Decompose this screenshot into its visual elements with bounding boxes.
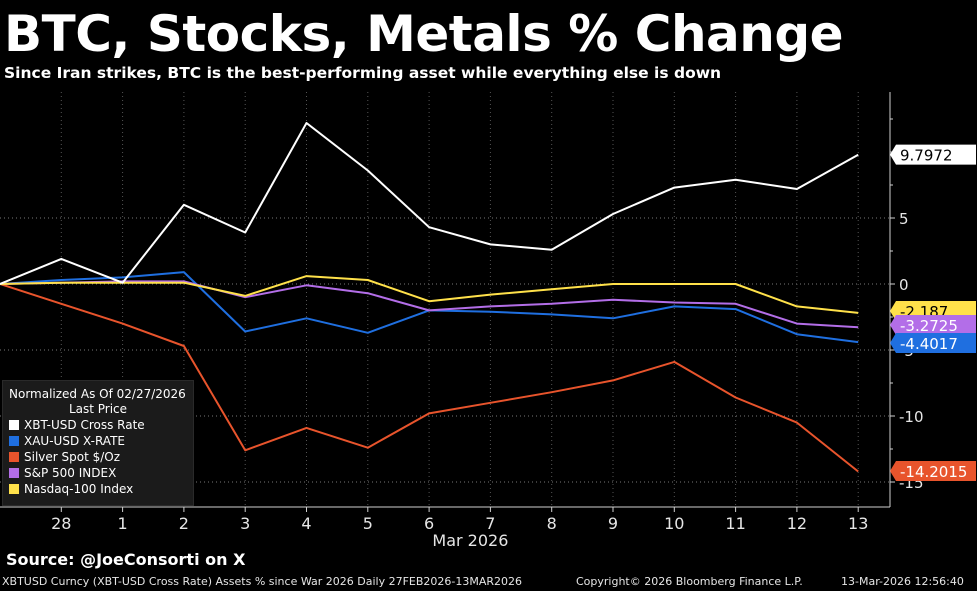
legend-swatch xyxy=(9,436,19,446)
legend-item-label: Nasdaq-100 Index xyxy=(24,482,134,496)
last-price-label: -3.2725 xyxy=(900,317,958,335)
legend-item-btc: XBT-USD Cross Rate xyxy=(9,417,187,433)
last-price-tag xyxy=(890,461,976,481)
legend: Normalized As Of 02/27/2026 Last Price X… xyxy=(2,380,194,506)
x-tick-label: 7 xyxy=(485,514,495,533)
x-tick-label: 13 xyxy=(848,514,868,533)
legend-item-label: Silver Spot $/Oz xyxy=(24,450,121,464)
last-price-tag xyxy=(890,333,976,353)
last-price-label: -14.2015 xyxy=(900,463,967,481)
x-tick-label: 9 xyxy=(608,514,618,533)
last-price-label: -4.4017 xyxy=(900,335,958,353)
footer-description: XBTUSD Curncy (XBT-USD Cross Rate) Asset… xyxy=(2,575,523,588)
x-tick-label: 6 xyxy=(424,514,434,533)
x-tick-label: 12 xyxy=(787,514,807,533)
legend-header: Normalized As Of 02/27/2026 xyxy=(9,387,186,401)
legend-swatch xyxy=(9,420,19,430)
legend-swatch xyxy=(9,452,19,462)
source-credit: Source: @JoeConsorti on X xyxy=(6,550,246,569)
x-tick-label: 5 xyxy=(363,514,373,533)
x-tick-label: 8 xyxy=(547,514,557,533)
legend-item-sp500: S&P 500 INDEX xyxy=(9,465,187,481)
series-line xyxy=(0,275,859,314)
footer-timestamp: 13-Mar-2026 12:56:40 xyxy=(841,575,964,588)
series-line xyxy=(0,280,859,329)
y-tick-label: 5 xyxy=(899,210,909,228)
legend-item-silver: Silver Spot $/Oz xyxy=(9,449,187,465)
y-tick-label: 0 xyxy=(899,276,909,294)
x-tick-label: 2 xyxy=(179,514,189,533)
legend-item-label: S&P 500 INDEX xyxy=(24,466,117,480)
legend-item-label: XAU-USD X-RATE xyxy=(24,434,125,448)
x-axis-label: Mar 2026 xyxy=(432,531,508,550)
chart-subtitle: Since Iran strikes, BTC is the best-perf… xyxy=(4,64,722,82)
legend-subheader: Last Price xyxy=(68,402,128,416)
last-price-label: 9.7972 xyxy=(900,147,953,165)
x-tick-label: 3 xyxy=(240,514,250,533)
chart-title: BTC, Stocks, Metals % Change xyxy=(4,5,844,63)
x-tick-label: 1 xyxy=(118,514,128,533)
footer-copyright: Copyright© 2026 Bloomberg Finance L.P. xyxy=(576,575,803,588)
series-line xyxy=(0,122,859,285)
last-price-tag xyxy=(890,315,976,335)
x-tick-label: 11 xyxy=(725,514,745,533)
x-tick-label: 10 xyxy=(664,514,684,533)
x-tick-label: 28 xyxy=(51,514,71,533)
legend-item-label: XBT-USD Cross Rate xyxy=(24,418,145,432)
legend-swatch xyxy=(9,484,19,494)
legend-item-gold: XAU-USD X-RATE xyxy=(9,433,187,449)
y-tick-label: -10 xyxy=(899,408,924,426)
legend-item-nasdaq: Nasdaq-100 Index xyxy=(9,481,187,497)
series-line xyxy=(0,283,859,473)
legend-swatch xyxy=(9,468,19,478)
x-tick-label: 4 xyxy=(301,514,311,533)
last-price-tag xyxy=(890,144,976,165)
